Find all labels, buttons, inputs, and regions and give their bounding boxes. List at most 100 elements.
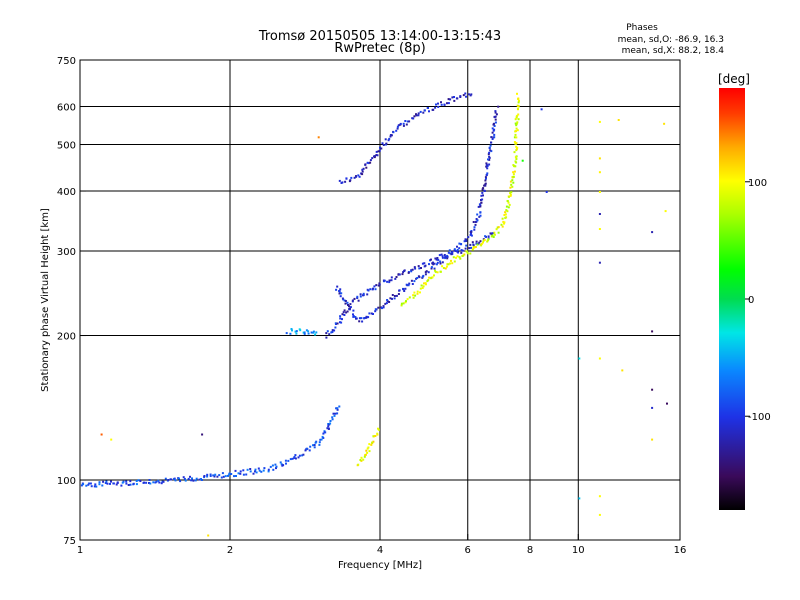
trace-dot — [513, 170, 516, 173]
trace-dot — [353, 297, 356, 300]
trace-dot — [121, 481, 124, 484]
trace-dot — [246, 468, 249, 471]
y-tick-label: 75 — [63, 536, 76, 547]
trace-dot — [376, 432, 379, 435]
colorbar-tick-label: -100 — [748, 412, 771, 423]
trace-dot — [410, 279, 413, 282]
trace-dot — [423, 109, 426, 112]
trace-dot — [408, 120, 411, 123]
trace-dot — [294, 330, 297, 333]
trace-dot — [372, 435, 375, 438]
trace-dot — [515, 122, 518, 125]
trace-dot — [148, 479, 151, 481]
trace-dot — [339, 288, 342, 291]
trace-dot — [356, 297, 359, 299]
trace-dot — [341, 318, 343, 321]
x-tick-label: 2 — [227, 545, 233, 556]
trace-dot — [463, 240, 466, 243]
trace-dot — [484, 182, 487, 185]
trace-dot — [90, 485, 93, 488]
trace-dot — [490, 136, 493, 139]
trace-dot — [401, 273, 404, 276]
trace-dot — [377, 428, 380, 431]
trace-dot — [404, 301, 407, 304]
trace-dot — [417, 112, 420, 115]
trace-dot — [274, 463, 277, 466]
trace-dot — [432, 108, 435, 111]
trace-dot — [230, 473, 233, 475]
trace-dot — [513, 151, 516, 154]
trace-dot — [464, 92, 467, 95]
trace-dot — [254, 468, 257, 471]
trace-dot — [491, 234, 494, 237]
trace-dot — [398, 289, 401, 292]
trace-dot — [305, 447, 308, 450]
trace-dot — [192, 479, 195, 482]
trace-dot — [254, 470, 256, 473]
trace-dot — [412, 294, 415, 297]
trace-dot — [389, 297, 392, 300]
x-tick-label: 1 — [77, 545, 83, 556]
trace-dot — [513, 141, 516, 143]
trace-dot — [450, 259, 452, 262]
trace-dot — [315, 331, 318, 334]
trace-dot — [376, 154, 379, 157]
chart-title: Tromsø 20150505 13:14:00-13:15:43 — [258, 29, 501, 44]
trace-dot — [399, 122, 402, 125]
trace-dot — [362, 167, 365, 170]
trace-dot — [242, 473, 245, 476]
trace-dot — [471, 248, 474, 251]
trace-dot — [307, 330, 310, 333]
trace-dot — [447, 98, 450, 101]
trace-dot — [222, 475, 225, 478]
trace-dot — [339, 321, 341, 324]
trace-dot — [361, 173, 364, 176]
echo-point — [651, 388, 654, 391]
trace-dot — [295, 330, 298, 333]
trace-dot — [309, 445, 312, 448]
trace-dot — [326, 427, 329, 430]
y-tick-label: 200 — [57, 332, 76, 343]
trace-dot — [467, 93, 470, 96]
trace-dot — [371, 441, 374, 444]
echo-point — [598, 191, 601, 193]
trace-dot — [109, 482, 111, 485]
trace-dot — [368, 450, 371, 453]
trace-dot — [132, 482, 135, 485]
trace-dot — [437, 102, 439, 105]
trace-dot — [271, 464, 274, 467]
trace-dot — [514, 122, 517, 125]
trace-dot — [485, 165, 488, 168]
trace-dot — [487, 235, 490, 238]
trace-dot — [352, 313, 354, 316]
trace-dot — [486, 165, 489, 167]
trace-dot — [148, 482, 150, 484]
trace-dot — [137, 479, 140, 482]
trace-dot — [356, 295, 359, 298]
trace-dot — [344, 180, 347, 183]
phases-title: Phases — [626, 23, 658, 33]
trace-dot — [517, 97, 520, 100]
trace-dot — [464, 247, 467, 250]
trace-dot — [395, 129, 398, 132]
trace-dot — [282, 464, 285, 467]
trace-dot — [509, 192, 512, 195]
trace-dot — [422, 285, 425, 288]
trace-dot — [480, 199, 482, 201]
trace-dot — [516, 107, 519, 110]
trace-dot — [139, 480, 142, 482]
trace-dot — [465, 95, 467, 98]
trace-dot — [112, 482, 115, 485]
trace-dot — [365, 449, 368, 452]
trace-dot — [436, 261, 439, 264]
trace-dot — [220, 476, 223, 479]
trace-dot — [287, 459, 290, 462]
trace-dot — [313, 444, 316, 446]
trace-dot — [488, 155, 491, 158]
trace-dot — [339, 295, 342, 298]
trace-dot — [462, 254, 465, 257]
trace-dot — [510, 191, 513, 194]
trace-dot — [363, 317, 366, 319]
trace-dot — [366, 447, 369, 450]
